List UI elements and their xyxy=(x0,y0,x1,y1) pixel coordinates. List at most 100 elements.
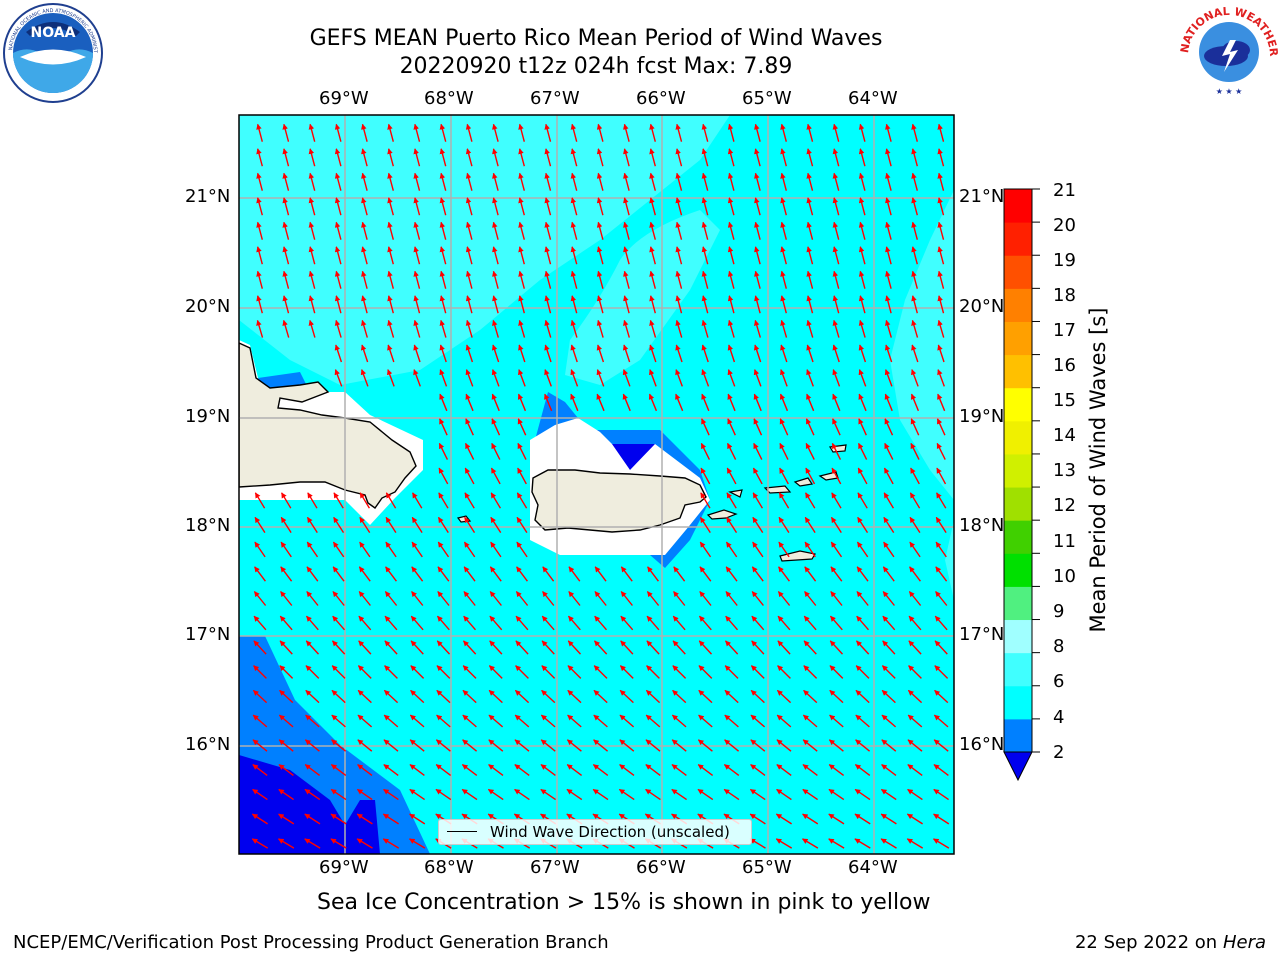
wind-wave-arrow xyxy=(385,566,397,582)
colorbar-tick-label: 16 xyxy=(1053,355,1076,376)
wind-wave-arrow xyxy=(909,516,921,533)
wind-wave-arrow xyxy=(334,172,342,191)
wind-wave-arrow xyxy=(727,369,736,387)
wind-wave-arrow xyxy=(884,344,893,363)
wind-wave-arrow xyxy=(933,714,949,728)
wind-wave-arrow xyxy=(252,764,268,776)
vieques-island xyxy=(706,509,738,520)
wind-wave-arrow xyxy=(518,123,525,142)
wind-wave-arrow xyxy=(465,197,473,216)
wind-wave-arrow xyxy=(282,172,290,191)
wind-wave-arrow xyxy=(411,566,424,582)
wind-wave-arrow xyxy=(857,467,868,485)
wind-wave-arrow xyxy=(830,591,843,606)
wind-wave-arrow xyxy=(596,246,604,265)
wind-wave-arrow xyxy=(515,591,529,606)
wind-wave-arrow xyxy=(754,221,761,240)
wind-wave-arrow xyxy=(856,591,869,606)
wind-wave-arrow xyxy=(802,813,819,825)
wind-wave-arrow xyxy=(332,541,345,558)
wind-wave-arrow xyxy=(649,319,657,338)
wind-wave-arrow xyxy=(596,369,605,387)
wind-wave-arrow xyxy=(413,344,421,363)
wind-wave-arrow xyxy=(649,221,656,240)
wind-wave-arrow xyxy=(753,369,762,387)
wind-wave-arrow xyxy=(461,788,478,801)
wind-wave-arrow xyxy=(544,393,553,412)
wind-wave-arrow xyxy=(619,665,634,679)
wind-wave-arrow xyxy=(831,492,842,509)
wind-wave-arrow xyxy=(619,739,635,752)
wind-wave-arrow xyxy=(465,172,473,191)
wind-wave-arrow xyxy=(754,246,761,265)
colorbar xyxy=(1003,188,1040,782)
wind-wave-arrow xyxy=(855,665,870,679)
wind-wave-arrow xyxy=(698,615,712,631)
wind-wave-arrow xyxy=(754,319,761,338)
wind-wave-arrow xyxy=(909,492,921,509)
wind-wave-arrow xyxy=(727,393,736,412)
wind-wave-arrow xyxy=(672,640,686,655)
wind-wave-arrow xyxy=(804,541,816,558)
wind-wave-arrow xyxy=(753,393,762,412)
wind-wave-arrow xyxy=(858,295,866,314)
wind-wave-arrow xyxy=(279,665,294,679)
wind-wave-arrow xyxy=(806,246,814,265)
wind-wave-arrow xyxy=(304,764,321,776)
wind-wave-arrow xyxy=(780,221,787,240)
wind-wave-arrow xyxy=(280,566,293,582)
wind-wave-arrow xyxy=(937,246,945,265)
wind-wave-arrow xyxy=(649,270,656,289)
wind-wave-arrow xyxy=(439,123,447,142)
wind-wave-arrow xyxy=(620,591,633,606)
lat-label-right: 16°N xyxy=(959,734,1005,755)
wind-wave-arrow xyxy=(256,295,263,314)
wind-wave-arrow xyxy=(828,739,844,752)
wind-wave-arrow xyxy=(334,319,342,338)
wind-wave-arrow xyxy=(832,270,840,289)
wind-wave-arrow xyxy=(727,172,735,191)
wind-wave-arrow xyxy=(487,788,504,801)
wind-wave-arrow xyxy=(675,393,684,412)
wind-wave-arrow xyxy=(359,492,371,509)
wind-wave-arrow xyxy=(334,148,342,167)
wind-wave-arrow xyxy=(358,615,372,631)
wind-wave-arrow xyxy=(909,541,921,558)
wind-wave-arrow xyxy=(754,148,761,167)
wind-wave-arrow xyxy=(700,467,711,485)
wind-wave-arrow xyxy=(649,148,656,167)
wind-wave-arrow xyxy=(832,418,841,436)
wind-wave-arrow xyxy=(907,764,923,776)
wind-wave-arrow xyxy=(544,197,552,216)
wind-wave-arrow xyxy=(885,246,892,265)
wind-wave-arrow xyxy=(542,591,555,606)
wind-wave-arrow xyxy=(413,319,421,338)
wind-wave-arrow xyxy=(488,764,504,776)
wind-wave-arrow xyxy=(384,591,398,606)
wind-wave-arrow xyxy=(885,123,892,142)
svg-text:NOAA: NOAA xyxy=(31,25,76,41)
wind-wave-arrow xyxy=(465,393,474,412)
wind-wave-arrow xyxy=(936,418,946,436)
wind-wave-arrow xyxy=(488,714,504,728)
wind-wave-arrow xyxy=(256,319,264,338)
wind-wave-arrow xyxy=(623,270,630,289)
wind-wave-arrow xyxy=(567,640,582,655)
wind-wave-arrow xyxy=(491,369,500,387)
wind-wave-arrow xyxy=(780,319,788,338)
wind-wave-arrow xyxy=(304,813,321,825)
wind-wave-arrow xyxy=(726,516,738,533)
wind-wave-arrow xyxy=(753,442,763,460)
wind-wave-arrow xyxy=(701,270,709,289)
wind-wave-arrow xyxy=(701,172,709,191)
wind-wave-arrow xyxy=(884,393,893,412)
wind-wave-arrow xyxy=(854,764,871,776)
lon-label-bottom: 67°W xyxy=(530,857,580,878)
wind-wave-arrow xyxy=(308,148,316,167)
wind-wave-arrow xyxy=(435,764,452,776)
wind-wave-arrow xyxy=(645,714,661,728)
wind-wave-arrow xyxy=(387,295,394,314)
wind-wave-arrow xyxy=(596,221,604,240)
wind-wave-arrow xyxy=(464,442,475,460)
wind-wave-arrow xyxy=(593,739,609,752)
